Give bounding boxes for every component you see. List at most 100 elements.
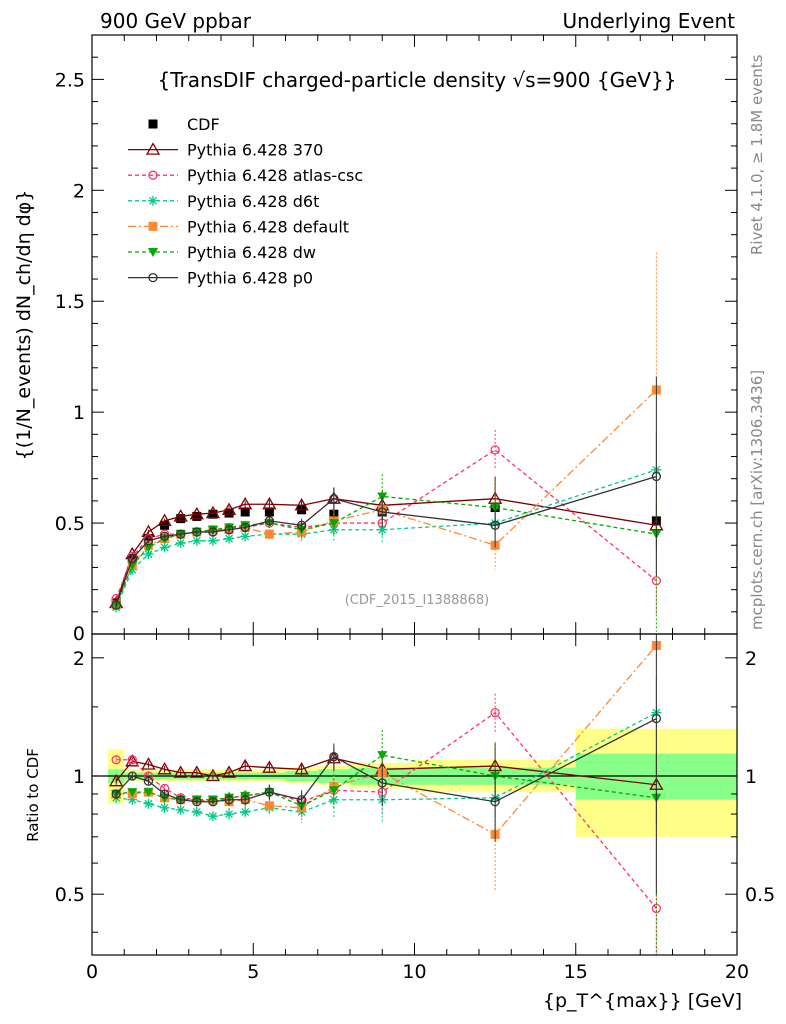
main-pythia-6-428-d6t-point [143,549,154,560]
main-pythia-6-428-370-point [294,498,309,511]
ratio-pythia-6-428-370-point [294,762,309,775]
main-pythia-6-428-default-series [111,252,661,610]
legend-marker [148,248,158,257]
main-y-tick-label: 1.5 [55,291,85,313]
main-pythia-6-428-370-point [157,513,172,527]
ratio-pythia-6-428-370-point [157,762,172,775]
ratio-pythia-6-428-atlas-csc-point [111,755,121,765]
ratio-pythia-6-428-370-point [221,765,237,778]
ratio-pythia-6-428-d6t-point [159,802,170,813]
main-y-tick-label: 1 [73,402,85,424]
rivet-version-label: Rivet 4.1.0, ≥ 1.8M events [748,54,766,255]
ratio-pythia-6-428-370-point [125,754,140,767]
main-pythia-6-428-p0-point [651,471,662,482]
main-y-tick-label: 0.5 [55,513,85,535]
main-pythia-6-428-370-point [262,496,277,510]
mcplots-label: mcplots.cern.ch [arXiv:1306.3436] [748,370,766,630]
ratio-pythia-6-428-p0-point [111,789,121,799]
main-y-zero-label: 0 [73,623,85,645]
main-pythia-6-428-p0-point [329,494,339,504]
ratio-pythia-6-428-370-point [141,757,156,770]
ratio-pythia-6-428-dw-point [377,751,388,761]
analysis-watermark: (CDF_2015_I1388868) [345,593,490,608]
main-pythia-6-428-p0-point [208,527,218,537]
legend-label: Pythia 6.428 d6t [187,192,319,211]
ratio-pythia-6-428-atlas-csc-point [651,903,662,914]
ratio-pythia-6-428-p0-point [329,752,339,762]
ratio-y-tick-label-right: 2 [745,648,757,670]
main-pythia-6-428-default-point [264,529,274,539]
ratio-pythia-6-428-d6t-point [240,806,251,817]
main-pythia-6-428-d6t-point [175,538,186,549]
legend-label: Pythia 6.428 default [187,217,349,236]
legend-pythia-6-428-p0: Pythia 6.428 p0 [128,269,313,288]
legend-cdf: CDF [148,115,220,134]
legend-marker [148,221,158,231]
ratio-plot-area: 0.5 0.51 12 20 5 10 15 20 [55,633,775,983]
main-pythia-6-428-p0-point [176,529,186,539]
main-pythia-6-428-atlas-csc-line [115,449,657,599]
ratio-pythia-6-428-p0-point [296,795,307,805]
ratio-pythia-6-428-p0-point [651,713,662,724]
main-pythia-6-428-dw-point [127,561,138,571]
main-pythia-6-428-370-point [173,509,188,522]
ratio-pythia-6-428-d6t-point [175,804,186,815]
main-y-axis-label: {(1/N_events) dN_ch/dη dφ} [13,190,35,461]
legend-label: Pythia 6.428 dw [187,243,316,262]
ratio-pythia-6-428-370-point [189,765,204,778]
ratio-y-tick-label-right: 1 [745,766,757,788]
x-axis-label: {p_T^{max}} [GeV] [543,990,742,1012]
main-plot-area: 0.5 1 1.5 2 2.5 0 [55,34,738,645]
legend: CDF Pythia 6.428 370 Pythia 6.428 atlas-cs… [128,115,363,288]
legend-marker [145,142,161,155]
ratio-pythia-6-428-370-point [238,758,253,772]
legend-marker [148,170,158,180]
ratio-pythia-6-428-370-point [173,765,188,778]
main-pythia-6-428-p0-point [159,531,170,542]
x-tick-label: 0 [86,961,98,983]
ratio-pythia-6-428-p0-point [192,797,202,807]
legend-label: Pythia 6.428 atlas-csc [187,166,363,185]
ratio-pythia-6-428-atlas-csc-point [490,708,500,718]
ratio-pythia-6-428-p0-point [264,787,275,797]
ratio-pythia-6-428-dw-point [328,786,339,796]
ratio-pythia-6-428-p0-point [224,795,234,805]
main-pythia-6-428-370-point [238,496,253,510]
main-pythia-6-428-d6t-point [224,533,235,544]
main-cdf-point [264,507,274,517]
ratio-pythia-6-428-dw-point [143,788,154,798]
main-pythia-6-428-p0-point [377,507,387,517]
main-y-tick-label: 2 [73,180,85,202]
main-pythia-6-428-p0-point [224,525,234,535]
ratio-pythia-6-428-d6t-point [191,806,202,817]
main-pythia-6-428-d6t-point [159,542,170,553]
ratio-y-axis-label: Ratio to CDF [24,748,42,842]
ratio-pythia-6-428-d6t-point [224,809,235,820]
main-pythia-6-428-d6t-point [240,531,251,542]
legend-pythia-6-428-d6t: Pythia 6.428 d6t [128,192,319,211]
ratio-y-tick-label-left: 1 [73,766,85,788]
x-tick-label: 20 [725,961,749,983]
legend-pythia-6-428-370: Pythia 6.428 370 [128,141,323,160]
ratio-pythia-6-428-p0-series [111,634,662,895]
x-tick-label: 15 [564,961,588,983]
main-pythia-6-428-d6t-point [377,524,388,535]
legend-pythia-6-428-atlas-csc: Pythia 6.428 atlas-csc [128,166,363,185]
main-cdf-point [240,507,250,517]
ratio-pythia-6-428-d6t-point [143,798,154,809]
ratio-pythia-6-428-p0-point [176,795,186,805]
main-y-tick-label: 2.5 [55,69,85,91]
header-right-label: Underlying Event [562,9,735,33]
ratio-pythia-6-428-370-point [205,768,221,782]
ratio-pythia-6-428-atlas-csc-point [127,755,137,765]
ratio-pythia-6-428-p0-point [127,771,137,781]
x-tick-label: 10 [402,961,426,983]
legend-label: CDF [187,115,220,134]
main-pythia-6-428-370-point [221,502,237,515]
main-plot-title: {TransDIF charged-particle density √s=90… [157,68,676,92]
x-tick-label: 5 [247,961,259,983]
main-pythia-6-428-p0-point [264,516,275,526]
ratio-y-tick-label-left: 0.5 [55,884,85,906]
main-pythia-6-428-370-series [109,476,664,609]
